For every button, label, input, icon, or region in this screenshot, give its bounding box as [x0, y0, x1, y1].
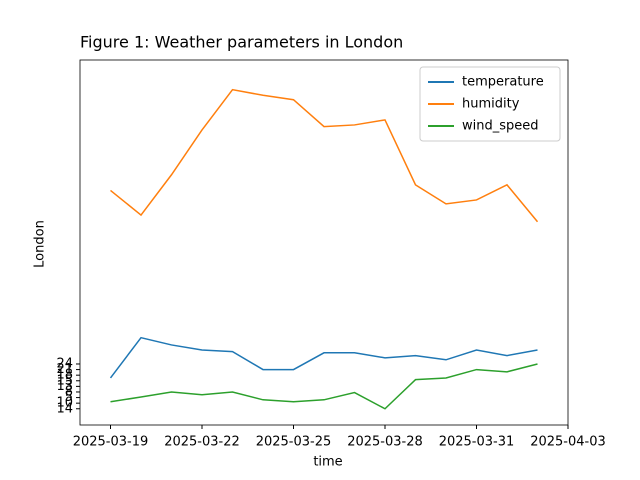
x-tick-label: 2025-03-25 [256, 435, 332, 450]
y-tick-label: 8 [65, 384, 73, 399]
series-line [109, 336, 538, 379]
series-line [110, 88, 539, 223]
legend-label: temperature [462, 75, 544, 90]
x-tick-label: 2025-03-19 [73, 435, 149, 450]
chart-title: Figure 1: Weather parameters in London [80, 33, 403, 52]
y-axis-label: London [33, 220, 48, 268]
y-tick-label: 14 [56, 401, 73, 416]
y-tick-label: 15 [56, 373, 73, 388]
x-tick-label: 2025-04-03 [530, 435, 606, 450]
x-axis-label: time [313, 455, 342, 470]
x-tick-label: 2025-03-22 [164, 435, 240, 450]
y-tick-label: 24 [56, 356, 73, 371]
x-tick-label: 2025-03-28 [347, 435, 423, 450]
series-line [110, 363, 538, 410]
y-tick-label: 13 [56, 379, 73, 394]
x-tick-label: 2025-03-31 [439, 435, 515, 450]
legend-box [419, 66, 561, 142]
y-tick-label: 10 [56, 396, 73, 411]
y-tick-label: 21 [56, 362, 73, 377]
y-tick-label: 18 [56, 368, 73, 383]
y-tick-label: 5 [65, 390, 73, 405]
legend-label: humidity [462, 97, 520, 112]
legend-label: wind_speed [462, 119, 539, 134]
plot-frame [79, 59, 569, 426]
